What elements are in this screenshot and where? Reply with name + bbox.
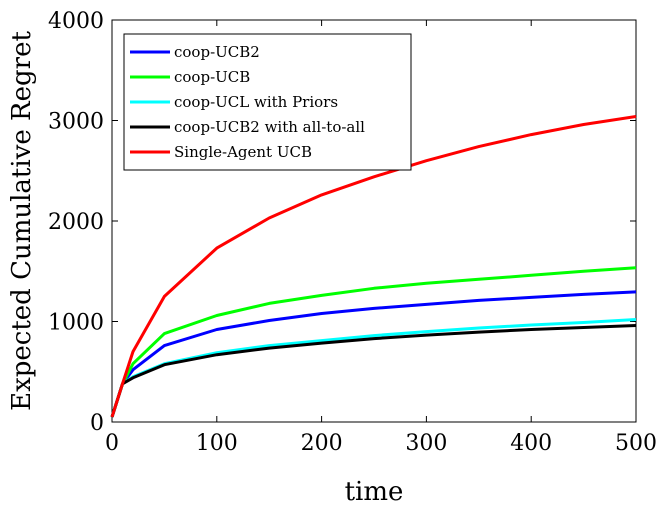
- y-tick-label: 2000: [48, 210, 104, 235]
- x-tick-label: 400: [510, 431, 552, 456]
- series-line-single-agent-ucb: [110, 115, 637, 418]
- x-tick-label: 100: [196, 431, 238, 456]
- x-tick-label: 0: [105, 431, 119, 456]
- x-axis-title: time: [345, 477, 404, 507]
- y-tick-label: 3000: [48, 110, 104, 135]
- y-tick-label: 4000: [48, 9, 104, 34]
- series-lines: [110, 115, 637, 418]
- y-tick-label: 0: [90, 411, 104, 436]
- series-line-coop-ucb2-with-all-to-all: [110, 324, 637, 418]
- x-tick-label: 500: [615, 431, 657, 456]
- y-tick-label: 1000: [48, 311, 104, 336]
- legend-label: coop-UCB: [174, 68, 250, 86]
- legend-label: coop-UCB2: [174, 43, 260, 61]
- legend-label: coop-UCL with Priors: [174, 93, 338, 111]
- legend-label: coop-UCB2 with all-to-all: [174, 118, 365, 136]
- series-line-coop-ucb: [110, 266, 637, 418]
- legend-box: [123, 33, 412, 171]
- x-tick-label: 300: [405, 431, 447, 456]
- x-tick-label: 200: [301, 431, 343, 456]
- legend: coop-UCB2 coop-UCB coop-UCL with Priors coo…: [123, 33, 412, 171]
- tick-group: 0 100 200 300 400 500 0 1000 2000 3000 4000: [48, 9, 657, 456]
- y-axis-title: Expected Cumulative Regret: [7, 31, 37, 411]
- series-line-coop-ucb2: [110, 290, 637, 418]
- legend-label: Single-Agent UCB: [174, 143, 312, 161]
